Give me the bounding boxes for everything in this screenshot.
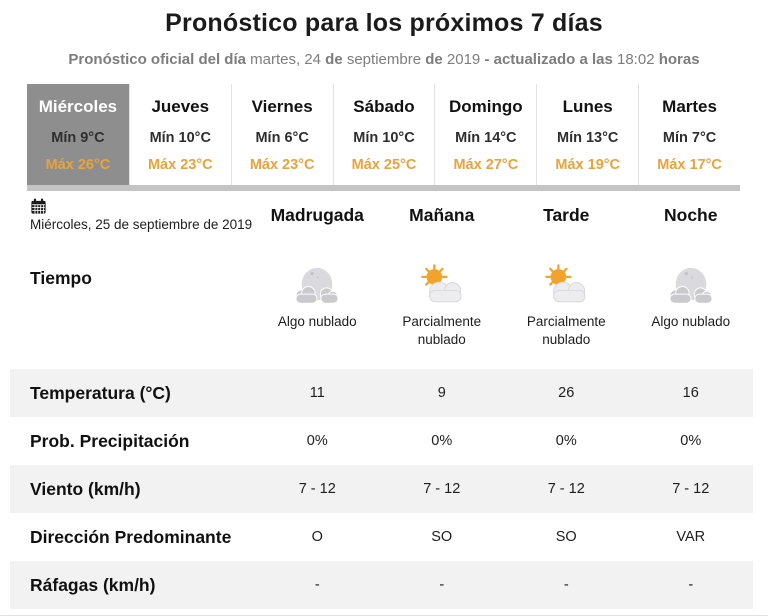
day-name: Lunes <box>562 97 613 116</box>
day-name: Jueves <box>151 97 210 116</box>
weather-cell: Parcialmente nublado <box>380 252 505 349</box>
row-value: - <box>688 577 694 593</box>
day-card-domingo[interactable]: Domingo Mín 14°C Máx 27°C <box>434 84 537 185</box>
day-name: Domingo <box>449 97 523 116</box>
min-temp: Mín 10°C <box>149 130 211 146</box>
forecast-header: Pronóstico para los próximos 7 días Pron… <box>0 0 768 68</box>
max-temp: Máx 17°C <box>657 157 722 173</box>
row-value: - <box>314 577 320 593</box>
table-row: Prob. Precipitación 0% 0% 0% 0% <box>10 417 753 465</box>
row-value: 7 - 12 <box>547 481 585 497</box>
min-temp: Mín 9°C <box>51 130 105 146</box>
row-label: Viento (km/h) <box>30 478 141 499</box>
row-value: 11 <box>309 385 325 401</box>
day-name: Martes <box>662 97 717 116</box>
day-card-sabado[interactable]: Sábado Mín 10°C Máx 25°C <box>332 84 435 185</box>
page-title: Pronóstico para los próximos 7 días <box>165 9 603 37</box>
subtitle-segment: horas <box>658 51 700 68</box>
night-cloudy-icon <box>255 264 380 308</box>
period-header-tarde: Tarde <box>543 205 590 225</box>
page-subtitle: Pronóstico oficial del día martes, 24 de… <box>0 51 768 68</box>
row-value: 7 - 12 <box>423 481 461 497</box>
row-value: SO <box>555 529 577 545</box>
condition-label: Algo nublado <box>651 314 731 329</box>
subtitle-segment: - actualizado a las <box>484 51 617 68</box>
row-value: 0% <box>306 433 328 449</box>
row-value: 9 <box>437 385 446 401</box>
table-row: Ráfagas (km/h) - - - - <box>10 561 753 609</box>
min-temp: Mín 6°C <box>255 130 309 146</box>
forecast-detail-table: Miércoles, 25 de septiembre de 2019 Madr… <box>10 191 753 609</box>
weather-cell: Parcialmente nublado <box>504 252 629 349</box>
subtitle-segment: 2019 <box>446 51 485 68</box>
condition-label: Parcialmente nublado <box>526 314 606 348</box>
row-label: Ráfagas (km/h) <box>30 574 156 595</box>
row-value: 7 - 12 <box>672 481 710 497</box>
subtitle-segment: 18:02 <box>617 51 659 68</box>
row-label: Prob. Precipitación <box>30 430 190 451</box>
row-value: 7 - 12 <box>298 481 336 497</box>
max-temp: Máx 23°C <box>147 157 213 173</box>
weather-cell: Algo nublado <box>255 252 380 331</box>
table-header-row: Miércoles, 25 de septiembre de 2019 Madr… <box>10 191 753 252</box>
row-value: 26 <box>558 385 575 401</box>
table-row: Viento (km/h) 7 - 12 7 - 12 7 - 12 7 - 12 <box>10 465 753 513</box>
period-header-madrugada: Madrugada <box>270 205 364 225</box>
subtitle-segment: martes, 24 <box>250 51 326 68</box>
period-header-noche: Noche <box>664 205 718 225</box>
table-row: Dirección Predominante O SO SO VAR <box>10 513 753 561</box>
selected-date-cell: Miércoles, 25 de septiembre de 2019 <box>10 198 255 232</box>
min-temp: Mín 13°C <box>557 130 619 146</box>
day-card-jueves[interactable]: Jueves Mín 10°C Máx 23°C <box>128 84 231 185</box>
weather-row: Tiempo Algo nublado Parcialmente nublado P… <box>10 252 753 369</box>
table-row: Temperatura (°C) 11 9 26 16 <box>10 369 753 417</box>
day-card-lunes[interactable]: Lunes Mín 13°C Máx 19°C <box>536 84 639 185</box>
weather-row-label: Tiempo <box>30 268 92 288</box>
max-temp: Máx 25°C <box>351 157 417 173</box>
row-value: 16 <box>682 385 699 401</box>
day-name: Viernes <box>251 97 313 116</box>
max-temp: Máx 23°C <box>249 157 315 173</box>
day-card-viernes[interactable]: Viernes Mín 6°C Máx 23°C <box>230 84 333 185</box>
weather-cell: Algo nublado <box>629 252 754 331</box>
day-name: Sábado <box>353 97 415 116</box>
day-name: Miércoles <box>38 97 118 116</box>
condition-label: Algo nublado <box>277 314 357 329</box>
condition-label: Parcialmente nublado <box>402 314 482 348</box>
max-temp: Máx 27°C <box>453 157 519 173</box>
calendar-icon <box>31 198 46 214</box>
day-cards-strip: Miércoles Mín 9°C Máx 26°C Jueves Mín 10°C Má… <box>27 84 740 191</box>
selected-date-label: Miércoles, 25 de septiembre de 2019 <box>30 217 253 232</box>
min-temp: Mín 10°C <box>353 130 415 146</box>
row-value: SO <box>431 529 453 545</box>
day-card-miercoles[interactable]: Miércoles Mín 9°C Máx 26°C <box>27 84 129 185</box>
day-partly-cloudy-icon <box>504 264 629 308</box>
row-value: - <box>439 577 445 593</box>
table-body: Temperatura (°C) 11 9 26 16 Prob. Precipitaci… <box>10 369 753 609</box>
subtitle-segment: septiembre <box>346 51 426 68</box>
row-value: O <box>311 529 323 545</box>
min-temp: Mín 7°C <box>662 130 717 146</box>
row-label: Dirección Predominante <box>30 526 232 547</box>
period-header-manana: Mañana <box>409 205 475 225</box>
subtitle-segment: de <box>325 51 347 68</box>
max-temp: Máx 19°C <box>555 157 621 173</box>
row-value: 0% <box>431 433 453 449</box>
max-temp: Máx 26°C <box>45 157 111 173</box>
night-cloudy-icon <box>629 264 754 308</box>
row-value: 0% <box>680 433 702 449</box>
row-value: - <box>563 577 569 593</box>
day-partly-cloudy-icon <box>380 264 505 308</box>
day-card-martes[interactable]: Martes Mín 7°C Máx 17°C <box>638 84 740 185</box>
row-label: Temperatura (°C) <box>30 382 171 403</box>
subtitle-segment: de <box>425 51 447 68</box>
subtitle-segment: Pronóstico oficial del día <box>68 51 251 68</box>
row-value: VAR <box>676 529 706 545</box>
min-temp: Mín 14°C <box>455 130 517 146</box>
row-value: 0% <box>555 433 577 449</box>
